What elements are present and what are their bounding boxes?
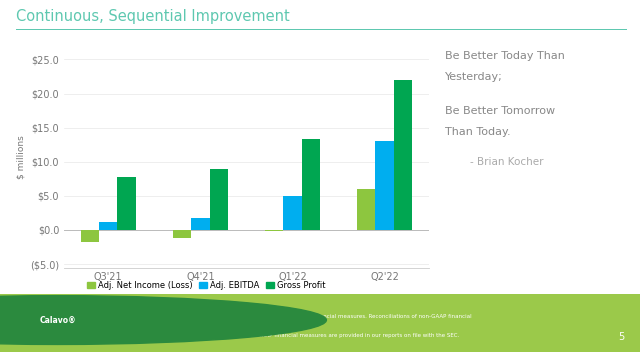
Legend: Adj. Net Income (Loss), Adj. EBITDA, Gross Profit: Adj. Net Income (Loss), Adj. EBITDA, Gro… [88, 281, 326, 290]
Bar [376, 141, 394, 230]
Circle shape [0, 296, 326, 345]
Text: Yesterday;: Yesterday; [445, 72, 502, 82]
Bar [191, 218, 209, 230]
Bar [173, 230, 191, 238]
Bar [284, 196, 301, 230]
Text: - Brian Kocher: - Brian Kocher [470, 157, 544, 166]
Text: Continuous, Sequential Improvement: Continuous, Sequential Improvement [16, 9, 290, 24]
Text: Adjusted net income (loss) and adjusted EBITDA are non-GAAP financial measures. : Adjusted net income (loss) and adjusted … [138, 314, 471, 319]
Y-axis label: $ millions: $ millions [17, 135, 26, 178]
Text: 5: 5 [618, 332, 624, 341]
Text: Be Better Today Than: Be Better Today Than [445, 51, 564, 61]
Bar [81, 230, 99, 242]
Text: Calavo®: Calavo® [39, 315, 76, 325]
Bar [301, 139, 320, 230]
Text: measures to the most directly comparable GAAP financial measures are provided in: measures to the most directly comparable… [138, 333, 459, 338]
Bar [265, 230, 284, 231]
Text: Than Today.: Than Today. [445, 127, 511, 137]
Bar [394, 80, 412, 230]
Bar [357, 189, 376, 230]
Bar [99, 222, 117, 230]
Bar [209, 169, 228, 230]
Text: Be Better Tomorrow: Be Better Tomorrow [445, 106, 555, 115]
Bar [117, 177, 136, 230]
